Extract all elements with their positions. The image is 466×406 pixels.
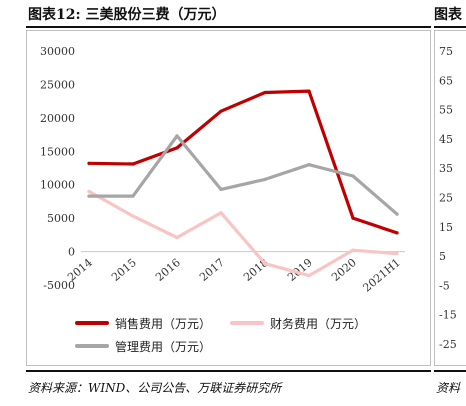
data-point-series-2	[307, 274, 311, 278]
neighbor-title-rule	[434, 26, 466, 28]
y-tick-label: 20000	[40, 112, 75, 125]
data-point-series-2	[175, 235, 179, 240]
neighbor-y-tick-label: 25	[439, 192, 453, 205]
x-tick-label: 2014	[65, 256, 95, 284]
data-point-series-2	[131, 214, 135, 218]
title-rule	[26, 26, 431, 28]
data-point-series-2	[219, 211, 223, 215]
data-point-series-3	[131, 194, 135, 198]
neighbor-y-tick-label: 75	[439, 45, 453, 58]
y-tick-label: 30000	[40, 45, 75, 58]
y-tick-label: 10000	[40, 179, 75, 192]
series-line-1	[87, 89, 399, 235]
neighbor-chart-svg: 75 65 55 45 35 25 15 5 -5 -15 -25	[439, 45, 457, 351]
series-line-3	[87, 134, 399, 216]
x-tick-label: 2015	[109, 256, 139, 284]
data-point-series-3	[175, 134, 179, 138]
x-tick-label: 2017	[197, 256, 227, 284]
x-tick-label: 2021H1	[360, 256, 403, 295]
neighbor-source-note: 资料	[436, 381, 461, 395]
y-tick-label: 15000	[40, 145, 75, 158]
neighbor-y-tick-label: 35	[439, 162, 453, 175]
neighbor-chart-title: 图表	[434, 7, 462, 23]
data-point-series-1	[263, 90, 267, 95]
data-point-series-1	[175, 146, 179, 150]
data-point-series-3	[263, 177, 267, 181]
data-point-series-3	[307, 163, 311, 167]
neighbor-chart-frame: 75 65 55 45 35 25 15 5 -5 -15 -25	[434, 30, 466, 366]
neighbor-y-tick-label: 65	[439, 74, 453, 87]
neighbor-y-tick-label: 45	[439, 133, 453, 146]
y-tick-label: 25000	[40, 78, 75, 91]
neighbor-y-tick-label: -25	[439, 338, 457, 351]
y-tick-label: 0	[68, 246, 75, 259]
chart-frame: -5000 0 5000 10000 15000 20000 25000 30000 2014 2…	[26, 30, 431, 366]
legend-label-series-3: 管理费用（万元）	[115, 339, 211, 354]
chart-title: 图表12: 三美股份三费（万元）	[28, 7, 226, 23]
data-point-series-1	[395, 231, 399, 235]
data-point-series-3	[219, 187, 223, 191]
data-point-series-3	[87, 194, 91, 198]
data-point-series-3	[395, 212, 399, 216]
data-point-series-1	[307, 89, 311, 93]
neighbor-y-tick-label: 5	[439, 250, 446, 263]
legend-label-series-2: 财务费用（万元）	[270, 316, 366, 331]
x-tick-label: 2016	[153, 256, 183, 284]
data-point-series-1	[219, 109, 223, 113]
data-point-series-1	[131, 162, 135, 166]
data-point-series-3	[351, 174, 355, 178]
source-note: 资料来源：WIND、公司公告、万联证券研究所	[28, 381, 282, 395]
legend-label-series-1: 销售费用（万元）	[115, 316, 211, 331]
chart-svg: -5000 0 5000 10000 15000 20000 25000 30000 2014 2…	[40, 45, 405, 354]
y-tick-label: 5000	[47, 212, 75, 225]
bottom-rule	[26, 370, 431, 372]
neighbor-y-tick-label: 15	[439, 221, 453, 234]
data-point-series-2	[395, 251, 399, 256]
data-point-series-2	[263, 262, 267, 266]
data-point-series-1	[351, 216, 355, 220]
neighbor-bottom-rule	[434, 370, 466, 372]
series-line-2	[87, 189, 399, 278]
data-point-series-1	[87, 161, 91, 165]
neighbor-y-tick-label: 55	[439, 104, 453, 117]
x-tick-label: 2018	[241, 256, 271, 284]
neighbor-y-tick-label: -5	[439, 279, 450, 292]
neighbor-y-tick-label: -15	[439, 309, 457, 322]
data-point-series-2	[87, 189, 91, 193]
data-point-series-2	[351, 248, 355, 252]
y-tick-label: -5000	[43, 279, 75, 292]
